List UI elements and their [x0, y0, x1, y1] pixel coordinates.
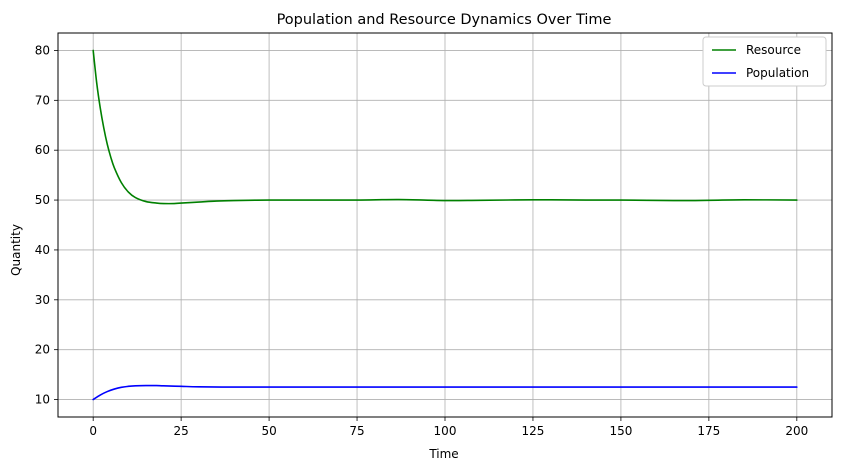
legend-label-population: Population	[746, 66, 809, 80]
y-tick-label: 70	[35, 93, 50, 107]
series-layer	[92, 49, 798, 401]
series-line-population	[92, 384, 798, 401]
chart-title: Population and Resource Dynamics Over Ti…	[277, 12, 612, 28]
x-tick-label: 50	[261, 424, 276, 438]
x-axis: 0 25 50 75 100 125 150 175 200	[89, 417, 808, 438]
x-tick-label: 150	[609, 424, 632, 438]
y-tick-label: 40	[35, 243, 50, 257]
y-tick-label: 60	[35, 143, 50, 157]
x-tick-label: 175	[697, 424, 720, 438]
x-tick-label: 100	[434, 424, 457, 438]
x-tick-label: 125	[522, 424, 545, 438]
series-line-resource	[92, 49, 798, 205]
y-tick-label: 30	[35, 293, 50, 307]
y-tick-label: 20	[35, 343, 50, 357]
x-axis-title: Time	[428, 447, 458, 461]
x-tick-label: 0	[89, 424, 97, 438]
x-tick-label: 75	[349, 424, 364, 438]
y-tick-label: 10	[35, 393, 50, 407]
x-tick-label: 200	[785, 424, 808, 438]
y-axis: 10 20 30 40 50 60 70 80	[35, 43, 58, 407]
y-axis-title: Quantity	[9, 224, 23, 276]
x-tick-label: 25	[173, 424, 188, 438]
y-tick-label: 80	[35, 43, 50, 57]
y-tick-label: 50	[35, 193, 50, 207]
legend: Resource Population	[702, 36, 827, 87]
legend-label-resource: Resource	[746, 43, 801, 57]
